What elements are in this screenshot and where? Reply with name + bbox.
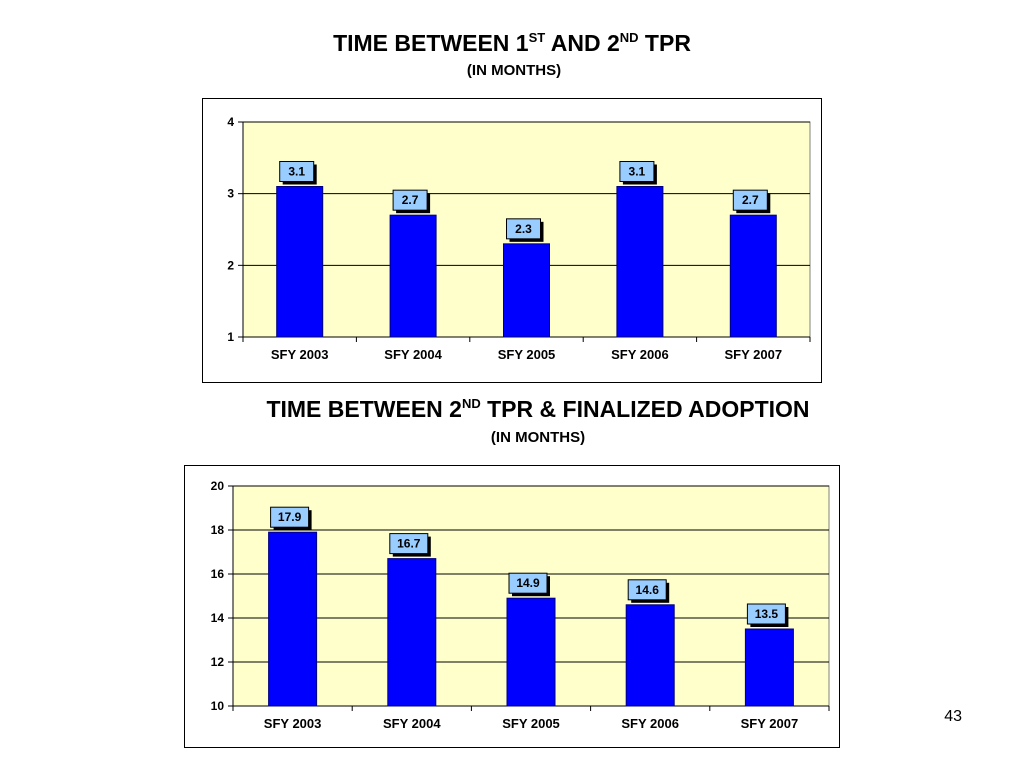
chart2-svg: 10 12 14 16 18 20 17.9 SFY 2003 16.7 SFY 2004 14.9…: [211, 479, 830, 731]
chart2-title: TIME BETWEEN 2ND TPR & FINALIZED ADOPTIO…: [266, 396, 810, 422]
chart1-subtitle: (IN MONTHS): [466, 62, 562, 79]
chart2-subtitle: (IN MONTHS): [490, 429, 586, 446]
chart1-category-label: SFY 2006: [611, 347, 669, 362]
chart2-bar: [387, 558, 437, 707]
chart2-bar: [506, 597, 556, 707]
chart2-label-box: [270, 506, 310, 528]
chart1-category-label: SFY 2003: [271, 347, 329, 362]
chart2-data-label: 13.5: [755, 607, 779, 621]
chart1-data-label: 2.7: [742, 193, 759, 207]
chart1-svg: 1 2 3 4 3.1 SFY 2003 2.7 SFY 2004 2.3 SFY 2005 3.1…: [227, 115, 811, 362]
chart1-ytick-label: 3: [227, 187, 234, 201]
chart1-category-label: SFY 2007: [725, 347, 783, 362]
chart1-ytick-label: 2: [227, 258, 234, 272]
chart2-ytick-label: 16: [211, 567, 225, 581]
chart2-bar: [744, 628, 794, 707]
chart2-label-box: [508, 572, 548, 594]
chart2-bar: [625, 604, 675, 707]
chart1-bar: [503, 243, 550, 338]
chart2-data-label: 14.9: [516, 576, 540, 590]
chart1-category-label: SFY 2004: [384, 347, 442, 362]
chart2-bar: [268, 531, 318, 707]
chart1-label-box: [392, 189, 428, 211]
chart2-category-label: SFY 2006: [621, 716, 679, 731]
chart2-data-label: 17.9: [278, 510, 302, 524]
chart2-ytick-label: 14: [211, 611, 225, 625]
chart2-category-label: SFY 2007: [741, 716, 799, 731]
chart1-label-box: [732, 189, 768, 211]
chart1-bar: [276, 186, 324, 338]
chart1-bar: [729, 214, 777, 338]
chart2-label-box: [627, 579, 667, 601]
chart2-ytick-label: 10: [211, 699, 225, 713]
chart1-title: TIME BETWEEN 1ST AND 2ND TPR: [333, 30, 691, 56]
chart1-category-label: SFY 2005: [498, 347, 556, 362]
chart2-data-label: 14.6: [636, 583, 660, 597]
chart2-category-label: SFY 2005: [502, 716, 560, 731]
chart1-ytick-label: 1: [227, 330, 234, 344]
chart1-data-label: 2.3: [515, 222, 532, 236]
chart1-data-label: 3.1: [288, 165, 305, 179]
chart1-bar: [389, 214, 437, 338]
chart1-label-box: [506, 218, 541, 240]
chart2-ytick-label: 20: [211, 479, 225, 493]
chart2-ytick-label: 18: [211, 523, 225, 537]
chart2-frame: 10 12 14 16 18 20 17.9 SFY 2003 16.7 SFY 2004 14.9…: [184, 465, 840, 748]
chart2-label-box: [746, 603, 786, 625]
chart1-frame: 1 2 3 4 3.1 SFY 2003 2.7 SFY 2004 2.3 SFY 2005 3.1…: [202, 98, 822, 383]
chart2-category-label: SFY 2004: [383, 716, 441, 731]
chart1-data-label: 2.7: [402, 193, 419, 207]
chart2-data-label: 16.7: [397, 537, 421, 551]
chart1-ytick-label: 4: [227, 115, 234, 129]
chart2-category-label: SFY 2003: [264, 716, 322, 731]
chart1-label-box: [619, 161, 655, 182]
page-number: 43: [944, 708, 962, 725]
chart1-bar: [616, 186, 664, 338]
chart2-ytick-label: 12: [211, 655, 225, 669]
chart1-label-box: [279, 161, 315, 182]
chart2-label-box: [389, 533, 429, 555]
chart1-data-label: 3.1: [629, 165, 646, 179]
